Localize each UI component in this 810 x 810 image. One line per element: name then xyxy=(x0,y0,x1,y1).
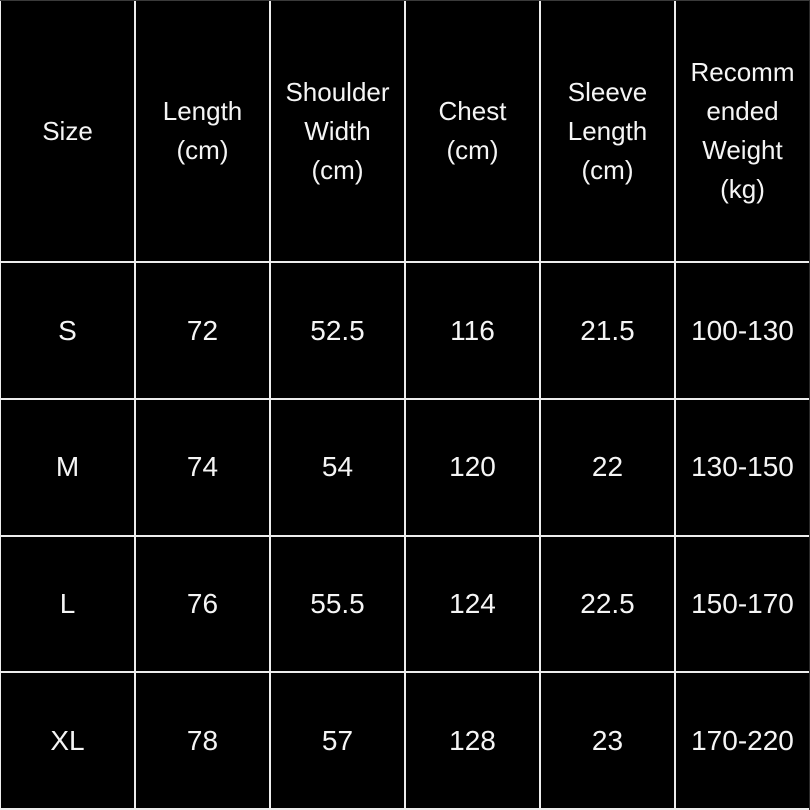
cell-l-recommended-weight: 150-170 xyxy=(676,536,809,672)
header-cell-length: Length (cm) xyxy=(136,1,269,261)
cell-s-chest: 116 xyxy=(406,263,539,398)
cell-m-recommended-weight: 130-150 xyxy=(676,399,809,535)
cell-m-shoulder-width: 54 xyxy=(271,399,404,535)
cell-s-recommended-weight: 100-130 xyxy=(676,263,809,398)
cell-m-size: M xyxy=(1,399,134,535)
cell-l-size: L xyxy=(1,536,134,672)
cell-l-length: 76 xyxy=(136,536,269,672)
cell-l-chest: 124 xyxy=(406,536,539,672)
cell-xl-shoulder-width: 57 xyxy=(271,673,404,808)
cell-l-shoulder-width: 55.5 xyxy=(271,536,404,672)
cell-s-length: 72 xyxy=(136,263,269,398)
cell-xl-recommended-weight: 170-220 xyxy=(676,673,809,808)
cell-m-chest: 120 xyxy=(406,399,539,535)
cell-s-shoulder-width: 52.5 xyxy=(271,263,404,398)
cell-s-sleeve-length: 21.5 xyxy=(541,263,674,398)
header-cell-shoulder-width: Shoulder Width (cm) xyxy=(271,1,404,261)
cell-m-length: 74 xyxy=(136,399,269,535)
cell-xl-sleeve-length: 23 xyxy=(541,673,674,808)
cell-s-size: S xyxy=(1,263,134,398)
cell-xl-chest: 128 xyxy=(406,673,539,808)
cell-m-sleeve-length: 22 xyxy=(541,399,674,535)
header-cell-recommended-weight: Recomm ended Weight (kg) xyxy=(676,1,809,261)
cell-l-sleeve-length: 22.5 xyxy=(541,536,674,672)
cell-xl-length: 78 xyxy=(136,673,269,808)
header-cell-sleeve-length: Sleeve Length (cm) xyxy=(541,1,674,261)
cell-xl-size: XL xyxy=(1,673,134,808)
header-cell-size: Size xyxy=(1,1,134,261)
header-cell-chest: Chest (cm) xyxy=(406,1,539,261)
